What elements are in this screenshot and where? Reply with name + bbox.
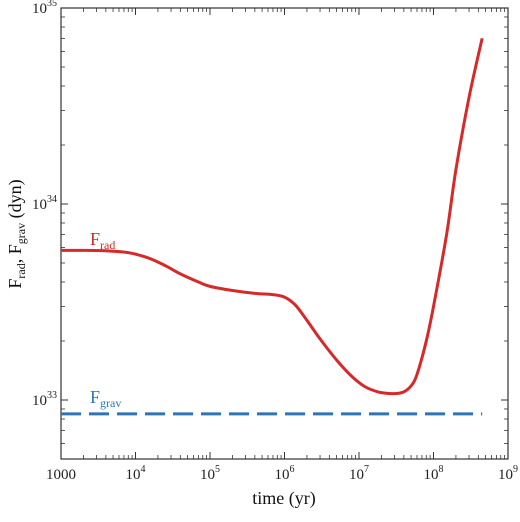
y-tick-label: 1033 [32,390,57,409]
x-tick-label: 105 [200,464,220,483]
plot-frame [60,7,509,460]
y-axis-label: Frad, Fgrav (dyn) [5,179,28,288]
x-axis-label: time (yr) [252,488,315,509]
x-tick-label: 109 [498,464,518,483]
series-group [60,38,484,416]
x-tick-label: 108 [424,464,444,483]
x-tick-label: 107 [349,464,369,483]
x-tick-label: 104 [126,464,146,483]
series-label-frad: Frad [90,229,115,252]
x-tick-label: 1000 [46,467,76,483]
series-label-fgrav: Fgrav [90,387,121,410]
series-line-rad [60,38,484,396]
x-tick-label: 106 [275,464,295,483]
y-tick-label: 1035 [32,0,57,17]
y-tick-label: 1034 [32,194,57,213]
ticks: 1000 104 105 106 107 108 109 1033 1034 1035 [32,0,518,483]
